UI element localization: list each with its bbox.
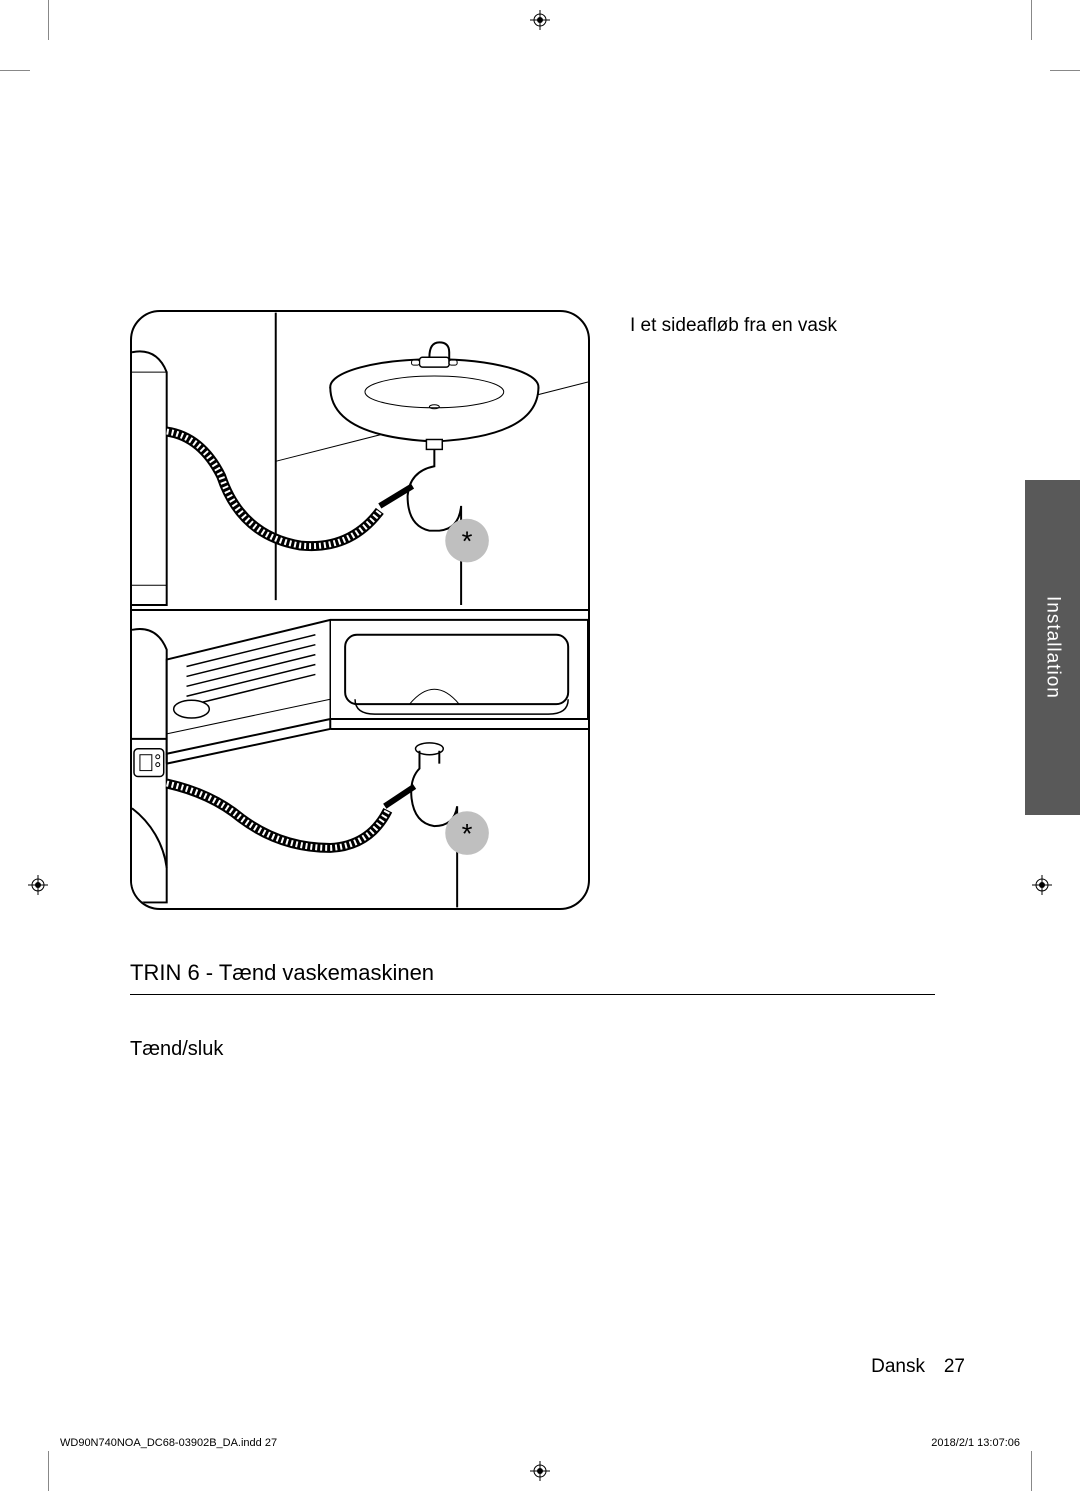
- footer-language: Dansk: [871, 1356, 925, 1378]
- registration-mark-icon: [530, 10, 550, 30]
- svg-text:*: *: [462, 818, 473, 849]
- svg-text:*: *: [462, 526, 473, 557]
- footer-timestamp: 2018/2/1 13:07:06: [931, 1437, 1020, 1449]
- crop-mark: [1031, 1451, 1032, 1491]
- section-heading: TRIN 6 - Tænd vaskemaskinen: [130, 960, 935, 995]
- section-tab: Installation: [1025, 480, 1080, 815]
- footer-file-ref: WD90N740NOA_DC68-03902B_DA.indd 27: [60, 1437, 277, 1449]
- registration-mark-icon: [1032, 875, 1052, 895]
- content-area: *: [130, 310, 935, 1063]
- crop-mark: [1050, 70, 1080, 71]
- crop-mark: [0, 70, 30, 71]
- crop-mark: [1031, 0, 1032, 40]
- crop-mark: [48, 1451, 49, 1491]
- page: Installation: [0, 0, 1080, 1491]
- registration-mark-icon: [28, 875, 48, 895]
- crop-mark: [48, 0, 49, 40]
- footer-page-number: 27: [944, 1356, 965, 1378]
- figure-row: *: [130, 310, 935, 910]
- registration-mark-icon: [530, 1461, 550, 1481]
- section-tab-label: Installation: [1042, 596, 1064, 699]
- body-text: Tænd/sluk: [130, 1035, 935, 1063]
- figure-caption: I et sideafløb fra en vask: [630, 310, 837, 910]
- installation-diagram: *: [130, 310, 590, 910]
